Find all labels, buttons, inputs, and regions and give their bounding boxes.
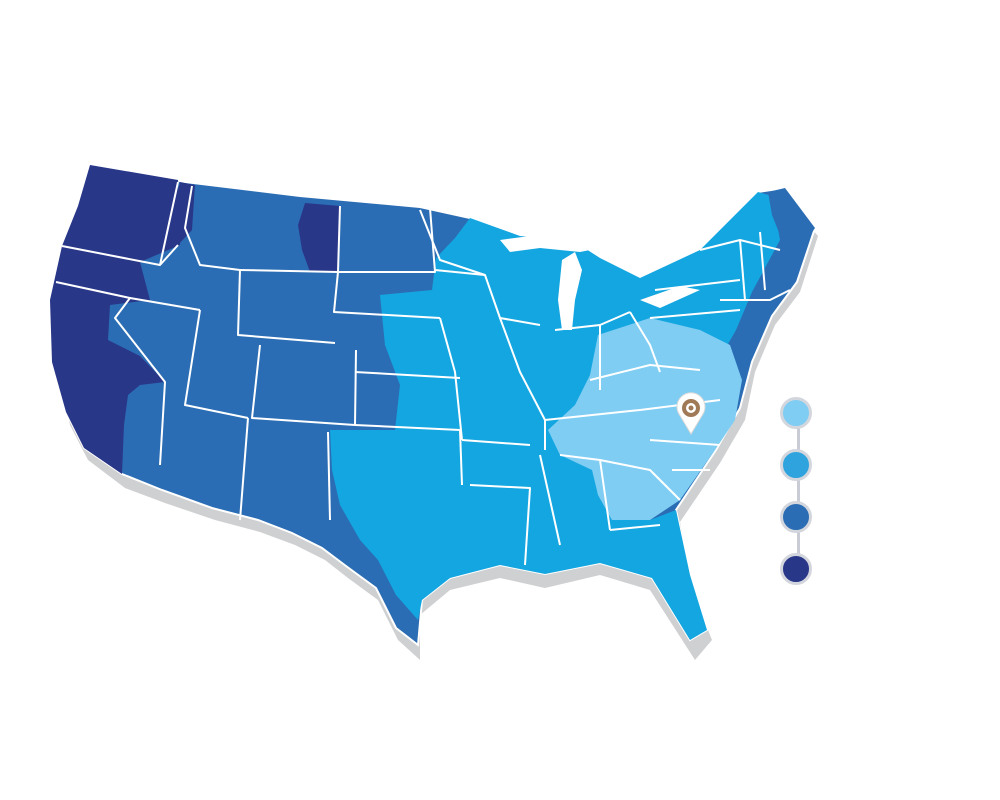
state-borders — [55, 181, 791, 566]
location-pin-icon[interactable] — [676, 392, 706, 435]
lake-michigan — [558, 252, 582, 330]
legend-zone-darkest-dot[interactable] — [780, 553, 812, 585]
legend-zone-medium-dot[interactable] — [780, 449, 812, 481]
legend-connector — [797, 415, 800, 570]
legend-zone-light-dot[interactable] — [780, 397, 812, 429]
zone-legend — [778, 395, 818, 590]
zone4-idaho — [170, 182, 195, 245]
zone4-pacific — [50, 165, 180, 474]
zone4-rockies — [298, 203, 340, 272]
lake-superior — [500, 232, 600, 252]
lake-erie — [640, 286, 700, 308]
legend-zone-dark-dot[interactable] — [780, 501, 812, 533]
zone3-maine — [768, 188, 815, 250]
